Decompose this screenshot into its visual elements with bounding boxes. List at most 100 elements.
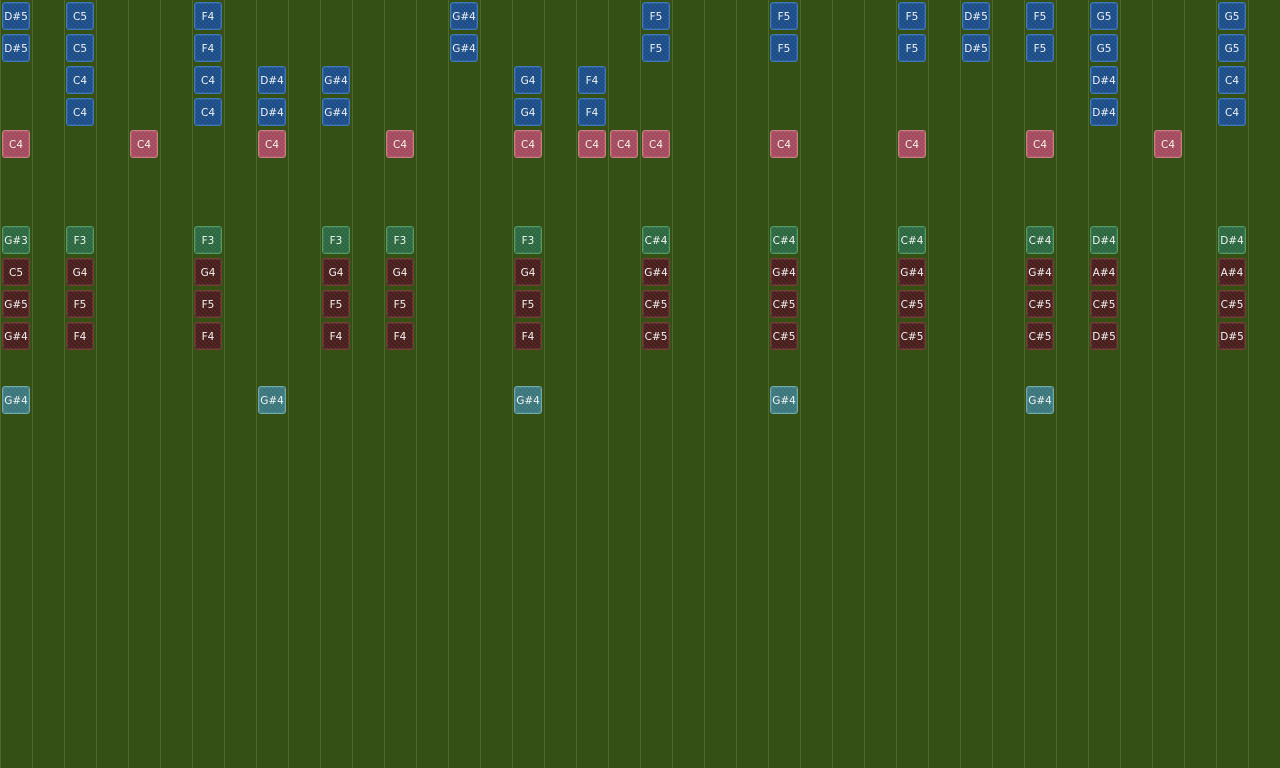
note-chord[interactable]: F5: [322, 290, 350, 318]
note-lead[interactable]: G#4: [450, 2, 478, 30]
note-lead[interactable]: C4: [194, 98, 222, 126]
note-snare[interactable]: C4: [1154, 130, 1182, 158]
note-chord[interactable]: C#5: [1026, 290, 1054, 318]
note-accent[interactable]: G#4: [2, 386, 30, 414]
note-snare[interactable]: C4: [130, 130, 158, 158]
note-chord[interactable]: F4: [514, 322, 542, 350]
note-chord[interactable]: G4: [386, 258, 414, 286]
note-lead[interactable]: C4: [1218, 66, 1246, 94]
note-lead[interactable]: F4: [194, 34, 222, 62]
note-chord[interactable]: C#5: [642, 322, 670, 350]
note-chord[interactable]: A#4: [1090, 258, 1118, 286]
note-chord[interactable]: C#5: [770, 290, 798, 318]
note-lead[interactable]: F5: [642, 2, 670, 30]
note-lead[interactable]: G5: [1218, 34, 1246, 62]
note-lead[interactable]: D#4: [258, 98, 286, 126]
note-snare[interactable]: C4: [578, 130, 606, 158]
note-bass[interactable]: F3: [514, 226, 542, 254]
note-chord[interactable]: G#4: [2, 322, 30, 350]
note-snare[interactable]: C4: [642, 130, 670, 158]
note-lead[interactable]: G#4: [322, 98, 350, 126]
note-accent[interactable]: G#4: [770, 386, 798, 414]
note-chord[interactable]: F5: [66, 290, 94, 318]
note-accent[interactable]: G#4: [258, 386, 286, 414]
note-chord[interactable]: G4: [322, 258, 350, 286]
note-lead[interactable]: F5: [898, 2, 926, 30]
note-chord[interactable]: G4: [194, 258, 222, 286]
note-chord[interactable]: F5: [386, 290, 414, 318]
note-lead[interactable]: G4: [514, 66, 542, 94]
note-lead[interactable]: G#4: [322, 66, 350, 94]
note-bass[interactable]: C#4: [770, 226, 798, 254]
note-chord[interactable]: D#5: [1090, 322, 1118, 350]
note-lead[interactable]: C5: [66, 2, 94, 30]
note-lead[interactable]: G5: [1090, 34, 1118, 62]
note-lead[interactable]: F5: [770, 34, 798, 62]
note-chord[interactable]: G#4: [770, 258, 798, 286]
note-bass[interactable]: F3: [66, 226, 94, 254]
note-lead[interactable]: F5: [770, 2, 798, 30]
note-snare[interactable]: C4: [386, 130, 414, 158]
note-lead[interactable]: D#4: [1090, 98, 1118, 126]
note-snare[interactable]: C4: [898, 130, 926, 158]
note-chord[interactable]: C#5: [898, 290, 926, 318]
note-chord[interactable]: F4: [322, 322, 350, 350]
note-bass[interactable]: D#4: [1090, 226, 1118, 254]
note-lead[interactable]: D#4: [258, 66, 286, 94]
note-bass[interactable]: C#4: [1026, 226, 1054, 254]
note-chord[interactable]: C#5: [1090, 290, 1118, 318]
note-lead[interactable]: C4: [66, 98, 94, 126]
note-lead[interactable]: F5: [642, 34, 670, 62]
note-lead[interactable]: G5: [1090, 2, 1118, 30]
note-chord[interactable]: F4: [194, 322, 222, 350]
note-lead[interactable]: G#4: [450, 34, 478, 62]
note-lead[interactable]: C4: [66, 66, 94, 94]
note-snare[interactable]: C4: [258, 130, 286, 158]
note-chord[interactable]: F5: [514, 290, 542, 318]
note-chord[interactable]: C#5: [1026, 322, 1054, 350]
note-bass[interactable]: F3: [194, 226, 222, 254]
note-lead[interactable]: D#5: [962, 34, 990, 62]
note-lead[interactable]: F4: [578, 98, 606, 126]
note-lead[interactable]: F4: [194, 2, 222, 30]
note-chord[interactable]: F4: [386, 322, 414, 350]
note-chord[interactable]: F5: [194, 290, 222, 318]
note-snare[interactable]: C4: [770, 130, 798, 158]
note-chord[interactable]: C#5: [770, 322, 798, 350]
note-chord[interactable]: C#5: [642, 290, 670, 318]
note-lead[interactable]: C4: [194, 66, 222, 94]
note-snare[interactable]: C4: [2, 130, 30, 158]
note-bass[interactable]: C#4: [642, 226, 670, 254]
note-bass[interactable]: C#4: [898, 226, 926, 254]
note-lead[interactable]: F5: [1026, 34, 1054, 62]
note-chord[interactable]: G#4: [1026, 258, 1054, 286]
note-lead[interactable]: D#5: [962, 2, 990, 30]
note-bass[interactable]: D#4: [1218, 226, 1246, 254]
note-chord[interactable]: A#4: [1218, 258, 1246, 286]
note-lead[interactable]: G4: [514, 98, 542, 126]
note-chord[interactable]: F4: [66, 322, 94, 350]
note-lead[interactable]: D#5: [2, 2, 30, 30]
note-snare[interactable]: C4: [514, 130, 542, 158]
note-chord[interactable]: G#4: [898, 258, 926, 286]
note-lead[interactable]: F4: [578, 66, 606, 94]
note-lead[interactable]: F5: [1026, 2, 1054, 30]
note-chord[interactable]: C#5: [898, 322, 926, 350]
note-chord[interactable]: G#5: [2, 290, 30, 318]
note-lead[interactable]: C4: [1218, 98, 1246, 126]
note-chord[interactable]: G#4: [642, 258, 670, 286]
note-lead[interactable]: D#4: [1090, 66, 1118, 94]
note-lead[interactable]: F5: [898, 34, 926, 62]
note-chord[interactable]: C#5: [1218, 290, 1246, 318]
note-accent[interactable]: G#4: [514, 386, 542, 414]
note-chord[interactable]: D#5: [1218, 322, 1246, 350]
note-snare[interactable]: C4: [1026, 130, 1054, 158]
note-chord[interactable]: G4: [514, 258, 542, 286]
note-bass[interactable]: F3: [322, 226, 350, 254]
note-lead[interactable]: D#5: [2, 34, 30, 62]
note-chord[interactable]: C5: [2, 258, 30, 286]
note-chord[interactable]: G4: [66, 258, 94, 286]
note-accent[interactable]: G#4: [1026, 386, 1054, 414]
note-bass[interactable]: G#3: [2, 226, 30, 254]
